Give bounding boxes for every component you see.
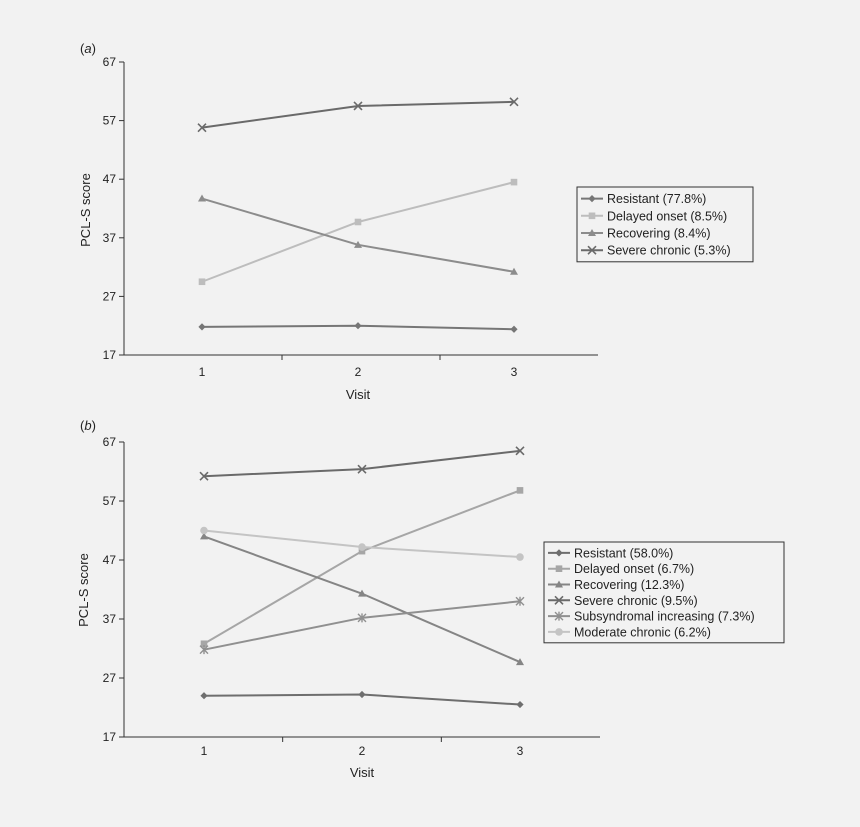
legend-marker (554, 595, 564, 605)
legend-marker (554, 611, 564, 621)
legend-label: Moderate chronic (6.2%) (574, 625, 711, 639)
legend-marker (555, 565, 563, 572)
data-point (510, 267, 518, 275)
legend-box (543, 541, 785, 644)
series-3 (200, 532, 524, 666)
y-tick-label: 37 (103, 612, 117, 626)
legend-box (576, 186, 754, 263)
y-tick-label: 47 (103, 172, 117, 186)
series-1 (198, 322, 518, 333)
series-6 (200, 526, 524, 561)
data-point (358, 690, 366, 699)
legend-label: Recovering (8.4%) (607, 227, 711, 241)
x-tick-label: 2 (359, 744, 366, 758)
data-point (354, 218, 362, 226)
y-tick-label: 57 (103, 494, 117, 508)
data-point (353, 101, 363, 111)
data-point (198, 278, 206, 286)
y-tick-label: 57 (103, 114, 117, 128)
data-point (354, 322, 362, 330)
x-tick-label: 3 (511, 365, 518, 379)
series-line (203, 449, 521, 478)
x-tick-label: 2 (355, 365, 362, 379)
legend-marker (588, 212, 596, 220)
data-point (516, 487, 524, 494)
legend-label: Delayed onset (6.7%) (574, 562, 694, 576)
y-axis-title: PCL-S score (76, 553, 91, 627)
data-point (198, 323, 206, 331)
data-point (515, 446, 525, 456)
legend-label: Delayed onset (8.5%) (607, 209, 727, 223)
data-point (200, 526, 208, 535)
data-point (516, 553, 524, 561)
legend: Resistant (77.8%) Delayed onset (8.5%) Rec… (576, 186, 754, 263)
series-2 (198, 178, 518, 286)
legend-marker (555, 549, 563, 557)
y-tick-label: 17 (103, 730, 117, 744)
data-point (200, 532, 208, 540)
y-axis-title: PCL-S score (78, 173, 93, 247)
data-point (200, 692, 208, 700)
data-point (200, 640, 208, 648)
panel-label: (a) (80, 41, 96, 56)
legend-marker (587, 245, 597, 255)
data-point (197, 123, 207, 133)
panel-label: (b) (80, 418, 96, 433)
x-axis-title: Visit (350, 765, 375, 780)
series-4 (197, 97, 519, 133)
data-point (357, 613, 367, 623)
legend-label: Resistant (77.8%) (607, 192, 706, 206)
x-tick-label: 1 (199, 365, 206, 379)
series-1 (200, 690, 524, 709)
legend-label: Recovering (12.3%) (574, 578, 684, 592)
y-tick-label: 37 (103, 231, 117, 245)
series-line (201, 181, 515, 283)
y-tick-label: 67 (103, 435, 117, 449)
chart-panel-1: (a) 17 27 37 47 57 67 1 2 3 Visit PCL-S score Resist… (78, 41, 754, 402)
y-tick-label: 67 (103, 55, 117, 69)
data-point (516, 658, 524, 666)
y-tick-label: 27 (103, 289, 117, 303)
legend-label: Subsyndromal increasing (7.3%) (574, 610, 755, 624)
chart-panel-2: (b) 17 27 37 47 57 67 1 2 3 Visit PCL-S score Resist… (76, 418, 785, 780)
data-point (199, 471, 209, 481)
legend-marker (555, 580, 563, 588)
data-point (510, 325, 518, 333)
x-axis-title: Visit (346, 387, 371, 402)
series-2 (200, 487, 524, 648)
series-line (203, 535, 521, 663)
legend-label: Severe chronic (5.3%) (607, 244, 731, 258)
data-point (515, 596, 525, 606)
data-point (198, 194, 206, 202)
legend-marker (555, 628, 563, 636)
series-5 (199, 596, 525, 655)
legend-marker (588, 195, 596, 203)
data-point (357, 464, 367, 474)
y-tick-label: 27 (103, 671, 117, 685)
x-tick-label: 1 (201, 744, 208, 758)
data-point (358, 589, 366, 597)
series-line (201, 197, 515, 273)
legend-label: Resistant (58.0%) (574, 546, 673, 560)
data-point (199, 645, 209, 655)
legend-marker (588, 229, 596, 236)
series-3 (198, 194, 518, 275)
series-4 (199, 446, 525, 481)
data-point (516, 700, 524, 709)
data-point (354, 240, 362, 248)
data-point (510, 178, 518, 186)
data-point (358, 547, 366, 555)
data-point (358, 543, 366, 551)
y-tick-label: 17 (103, 348, 117, 362)
legend: Resistant (58.0%) Delayed onset (6.7%) Rec… (543, 541, 785, 644)
x-tick-label: 3 (517, 744, 524, 758)
data-point (509, 97, 519, 107)
legend-label: Severe chronic (9.5%) (574, 594, 698, 608)
y-tick-label: 47 (103, 553, 117, 567)
